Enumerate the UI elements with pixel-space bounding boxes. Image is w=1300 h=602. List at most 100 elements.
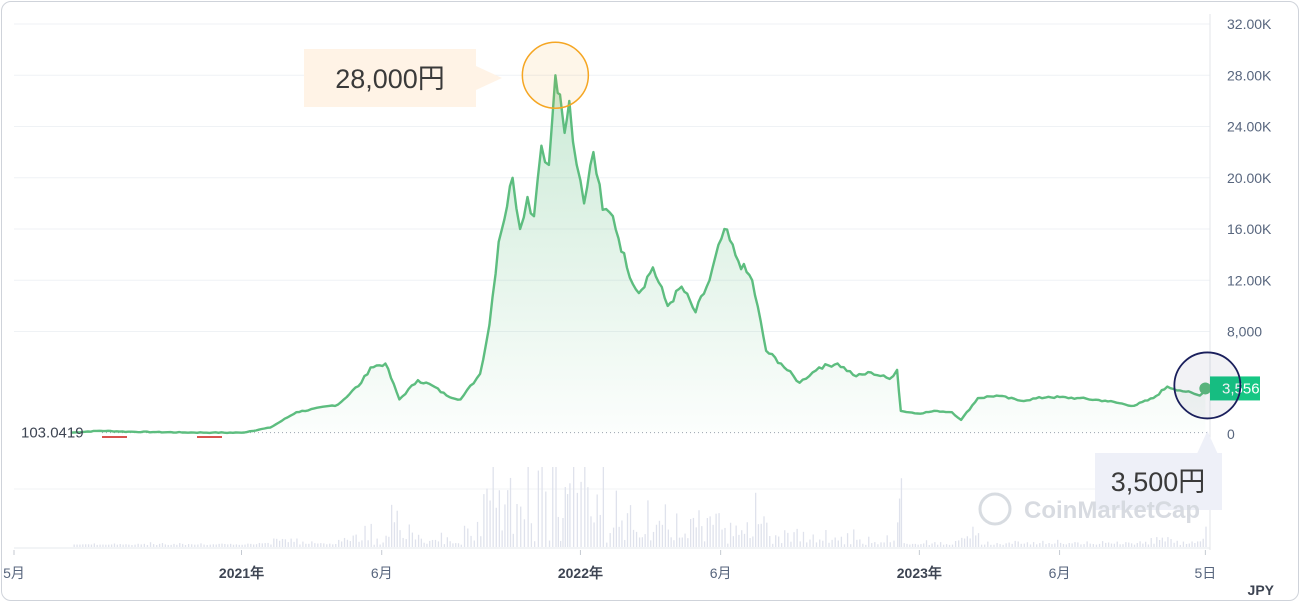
volume-bar [755, 492, 757, 547]
volume-bar [367, 540, 369, 547]
volume-bar [181, 543, 184, 547]
volume-bar [164, 544, 167, 547]
volume-bar [897, 522, 899, 547]
volume-bar [238, 544, 240, 547]
volume-bar [584, 467, 586, 547]
volume-bar [184, 544, 187, 547]
volume-bar [652, 531, 655, 547]
volume-bar [293, 541, 295, 547]
volume-bar [837, 540, 839, 547]
volume-bar [914, 543, 917, 547]
volume-bar [1057, 539, 1059, 547]
volume-bar [476, 521, 479, 547]
volume-bar [984, 544, 986, 547]
price-series [70, 74, 1212, 438]
volume-bar [698, 510, 700, 547]
volume-bar [346, 539, 349, 547]
volume-bar [701, 526, 703, 547]
volume-bar [1188, 543, 1190, 547]
volume-bar [793, 532, 795, 547]
volume-bar [417, 534, 420, 547]
volume-bar [681, 537, 683, 547]
volume-bar [1045, 544, 1047, 547]
volume-bar [690, 519, 692, 547]
volume-bar [302, 541, 304, 547]
volume-bar [85, 544, 87, 547]
volume-bar [449, 541, 451, 547]
volume-bar [859, 539, 861, 547]
volume-bar [743, 533, 746, 547]
volume-bar [906, 543, 908, 547]
volume-bar [90, 544, 93, 547]
volume-bar [1014, 540, 1016, 547]
volume-bar [1150, 538, 1152, 547]
volume-bar [1032, 542, 1035, 547]
volume-bar [548, 540, 551, 547]
volume-bar [999, 544, 1001, 547]
volume-bar [1017, 541, 1019, 547]
volume-bar [562, 518, 564, 547]
volume-bar [1125, 542, 1127, 547]
volume-bar [393, 522, 396, 547]
volume-bar [1133, 544, 1136, 547]
volume-bar [523, 519, 526, 547]
volume-bar [440, 532, 443, 547]
volume-bar [349, 541, 351, 547]
volume-bar [632, 529, 635, 547]
volume-bar [612, 527, 615, 547]
volume-bar [752, 536, 754, 547]
volume-bar [1062, 543, 1065, 547]
volume-bar [143, 543, 145, 547]
volume-bar [247, 543, 249, 547]
volume-bar [1145, 541, 1147, 547]
volume-bar [900, 478, 903, 547]
volume-bar [893, 540, 895, 547]
volume-bar [661, 524, 664, 547]
volume-bar [928, 544, 930, 547]
volume-bar [486, 488, 488, 547]
volume-bar [227, 544, 229, 547]
volume-bar [504, 504, 506, 547]
x-tick-label: 6月 [371, 565, 393, 581]
volume-bar [483, 494, 485, 547]
volume-bar [569, 483, 571, 547]
volume-bar [200, 543, 202, 547]
volume-bar [865, 544, 867, 547]
volume-bar [718, 513, 720, 547]
volume-bar [703, 541, 706, 547]
volume-bar [624, 539, 626, 547]
y-tick-label: 16.00K [1227, 221, 1272, 237]
volume-bar [385, 535, 387, 547]
volume-bar [799, 541, 801, 547]
volume-bar [140, 544, 142, 547]
volume-bar [250, 543, 252, 547]
volume-bar [1095, 544, 1098, 547]
volume-bar [423, 542, 425, 547]
volume-bar [267, 542, 269, 547]
volume-bar [179, 543, 181, 547]
volume-bar [388, 536, 390, 547]
volume-bar [1194, 542, 1196, 547]
volume-bar [1029, 544, 1032, 547]
volume-bar [1071, 543, 1073, 547]
volume-bar [224, 544, 226, 547]
volume-bars [73, 467, 1207, 547]
volume-bar [122, 544, 124, 547]
volume-bar [1153, 543, 1155, 547]
volume-bar [706, 518, 709, 547]
price-area [70, 75, 1206, 433]
volume-bar [825, 530, 827, 547]
volume-bar [564, 487, 566, 547]
volume-bar [790, 541, 792, 547]
current-callout-box [1095, 453, 1222, 510]
volume-bar [1176, 540, 1178, 547]
volume-bar [1083, 544, 1085, 547]
volume-bar [822, 540, 824, 547]
volume-bar [507, 490, 509, 547]
volume-bar [1065, 544, 1067, 547]
volume-bar [945, 544, 948, 547]
volume-bar [408, 524, 410, 547]
volume-bar [501, 530, 503, 547]
